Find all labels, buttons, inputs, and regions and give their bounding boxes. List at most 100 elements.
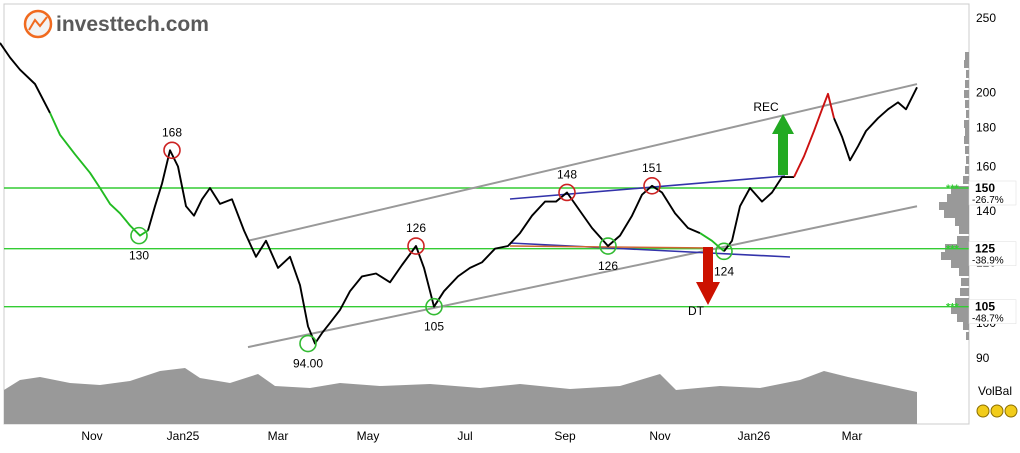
- point-label: 105: [424, 320, 444, 334]
- histogram-bar: [944, 210, 969, 218]
- histogram-bar: [963, 322, 969, 330]
- trend-lines: [509, 175, 791, 258]
- pivot-low-marker: [715, 242, 733, 261]
- histogram-bar: [965, 52, 969, 60]
- histogram-bar: [964, 60, 969, 68]
- x-tick-label: Nov: [81, 429, 102, 443]
- price-line: [0, 42, 51, 114]
- pivot-low-marker: [425, 297, 443, 316]
- sell-arrow-icon: [696, 247, 720, 305]
- histogram-bar: [959, 226, 969, 234]
- signal-arrows: [696, 114, 794, 305]
- histogram-bar: [964, 90, 969, 98]
- sentiment-faces: [976, 404, 1018, 418]
- sr-label-box: [968, 241, 1017, 266]
- point-label: 148: [557, 167, 577, 181]
- point-label: 124: [714, 264, 734, 278]
- histogram-bar: [965, 80, 969, 88]
- histogram-bar: [957, 236, 969, 244]
- pivot-low-marker: [130, 226, 148, 245]
- channel-line: [247, 205, 918, 349]
- volume-by-price-histogram: [939, 52, 969, 340]
- histogram-bar: [951, 306, 969, 314]
- trendline-upper: [509, 175, 786, 200]
- pivot-high-marker: [163, 141, 181, 160]
- point-label: 126: [406, 221, 426, 235]
- price-series: [0, 42, 918, 345]
- support-resistance-labels: *** 150-26.7% *** 125-38.9% *** 105-48.7%: [946, 180, 1017, 325]
- x-tick-label: Jan26: [738, 429, 771, 443]
- volume-balance-label: VolBal: [978, 384, 1012, 398]
- sr-pct-label: -48.7%: [972, 314, 1004, 325]
- trendline-neckline: [509, 245, 713, 249]
- pivot-low-marker: [299, 334, 317, 353]
- trend-channel: [247, 83, 918, 349]
- face-icon: [976, 404, 990, 418]
- price-line-falling: [699, 232, 725, 253]
- histogram-bar: [963, 176, 969, 184]
- x-tick-label: Jan25: [167, 429, 200, 443]
- histogram-bar: [964, 120, 969, 128]
- histogram-bar: [966, 70, 969, 78]
- sr-star: ***: [946, 302, 960, 314]
- histogram-bar: [966, 332, 969, 340]
- histogram-bar: [961, 278, 969, 286]
- histogram-bar: [947, 194, 969, 202]
- price-line: [147, 149, 701, 345]
- x-tick-label: Mar: [268, 429, 289, 443]
- x-tick-label: Jul: [457, 429, 472, 443]
- y-tick-label: 160: [976, 160, 996, 174]
- sr-level-label: 125: [975, 242, 995, 256]
- y-tick-label: 140: [976, 204, 996, 218]
- sr-star: ***: [946, 244, 960, 256]
- histogram-bar: [965, 128, 969, 136]
- y-tick-label: 250: [976, 11, 996, 25]
- histogram-bar: [951, 186, 969, 194]
- point-label: 168: [162, 125, 182, 139]
- price-line: [723, 176, 794, 252]
- y-tick-label: 90: [976, 351, 990, 365]
- x-tick-label: Mar: [842, 429, 863, 443]
- volume-area-shape: [4, 368, 917, 424]
- price-line-falling: [49, 112, 149, 237]
- face-icon: [1004, 404, 1018, 418]
- price-line: [833, 86, 918, 162]
- sr-label-box: [968, 180, 1017, 206]
- x-tick-label: Sep: [554, 429, 576, 443]
- signal-label-dt: DT: [688, 304, 705, 318]
- support-lines: [4, 187, 969, 308]
- buy-arrow-icon: [772, 114, 794, 175]
- signal-label-rec: REC: [753, 100, 779, 114]
- sr-star: ***: [946, 183, 960, 195]
- sr-level-label: 150: [975, 181, 995, 195]
- face-icon: [990, 404, 1004, 418]
- channel-line: [247, 83, 918, 242]
- pivot-markers: [130, 141, 733, 353]
- pivot-low-marker: [599, 237, 617, 255]
- histogram-bar: [955, 218, 969, 226]
- histogram-bar: [959, 268, 969, 276]
- point-label: 151: [642, 161, 662, 175]
- point-labels: 130 168 94.00 126 105 148 126 151 124 REC DT: [129, 100, 779, 371]
- histogram-bar: [965, 100, 969, 108]
- histogram-bar: [955, 298, 969, 306]
- pivot-high-marker: [643, 176, 661, 195]
- histogram-bar: [966, 110, 969, 118]
- x-axis-labels: Nov Jan25 Mar May Jul Sep Nov Jan26 Mar: [81, 429, 862, 443]
- point-label: 126: [598, 259, 618, 273]
- point-label: 94.00: [293, 357, 323, 371]
- y-tick-label: 180: [976, 120, 996, 134]
- histogram-bar: [965, 166, 969, 174]
- y-tick-label: 200: [976, 85, 996, 99]
- x-tick-label: May: [357, 429, 380, 443]
- x-tick-label: Nov: [649, 429, 670, 443]
- histogram-bar: [965, 146, 969, 154]
- volume-area: [4, 368, 917, 424]
- sr-label-box: [968, 299, 1017, 324]
- point-label: 130: [129, 249, 149, 263]
- pivot-high-marker: [558, 183, 576, 202]
- histogram-bar: [951, 260, 969, 268]
- pivot-high-marker: [407, 237, 425, 255]
